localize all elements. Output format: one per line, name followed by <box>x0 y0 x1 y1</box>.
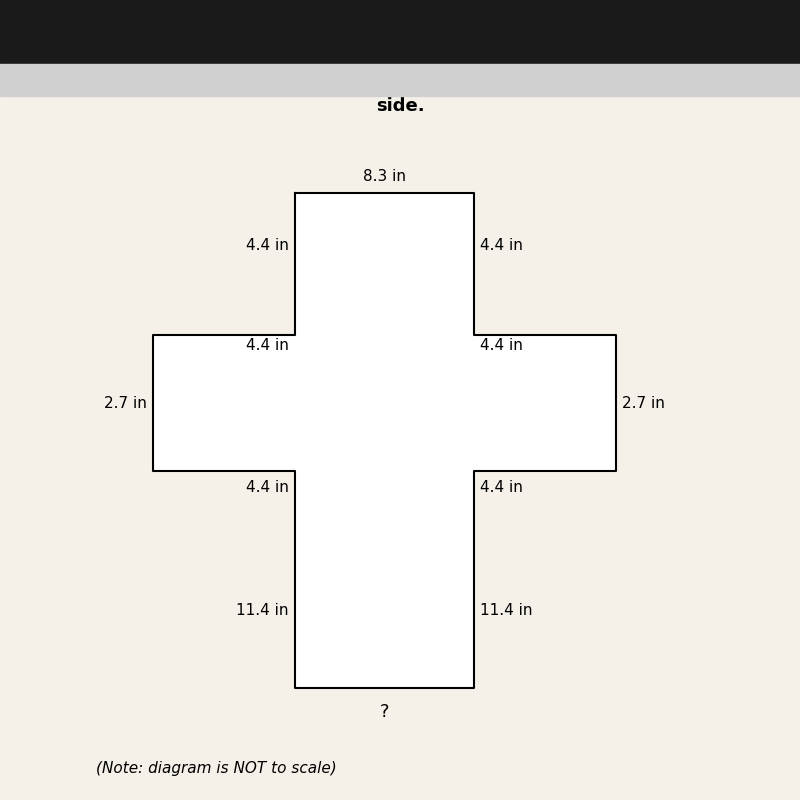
Polygon shape <box>153 193 616 687</box>
Text: ?: ? <box>380 703 390 721</box>
Text: 4.4 in: 4.4 in <box>246 338 289 353</box>
Text: 11.4 in: 11.4 in <box>480 603 533 618</box>
Text: 8.3 in: 8.3 in <box>363 169 406 184</box>
Text: (Note: diagram is NOT to scale): (Note: diagram is NOT to scale) <box>96 761 337 775</box>
Text: 4.4 in: 4.4 in <box>480 238 523 253</box>
Text: 2.7 in: 2.7 in <box>622 396 666 410</box>
Text: The perimeter of the figure below is 71.4 in. Find the length of the missing sid: The perimeter of the figure below is 71.… <box>19 77 781 115</box>
Text: 2.7 in: 2.7 in <box>104 396 146 410</box>
Text: 11.4 in: 11.4 in <box>236 603 289 618</box>
Text: 4.4 in: 4.4 in <box>246 238 289 253</box>
Text: 4.4 in: 4.4 in <box>480 338 523 353</box>
Text: 4.4 in: 4.4 in <box>246 480 289 495</box>
Text: 4.4 in: 4.4 in <box>480 480 523 495</box>
